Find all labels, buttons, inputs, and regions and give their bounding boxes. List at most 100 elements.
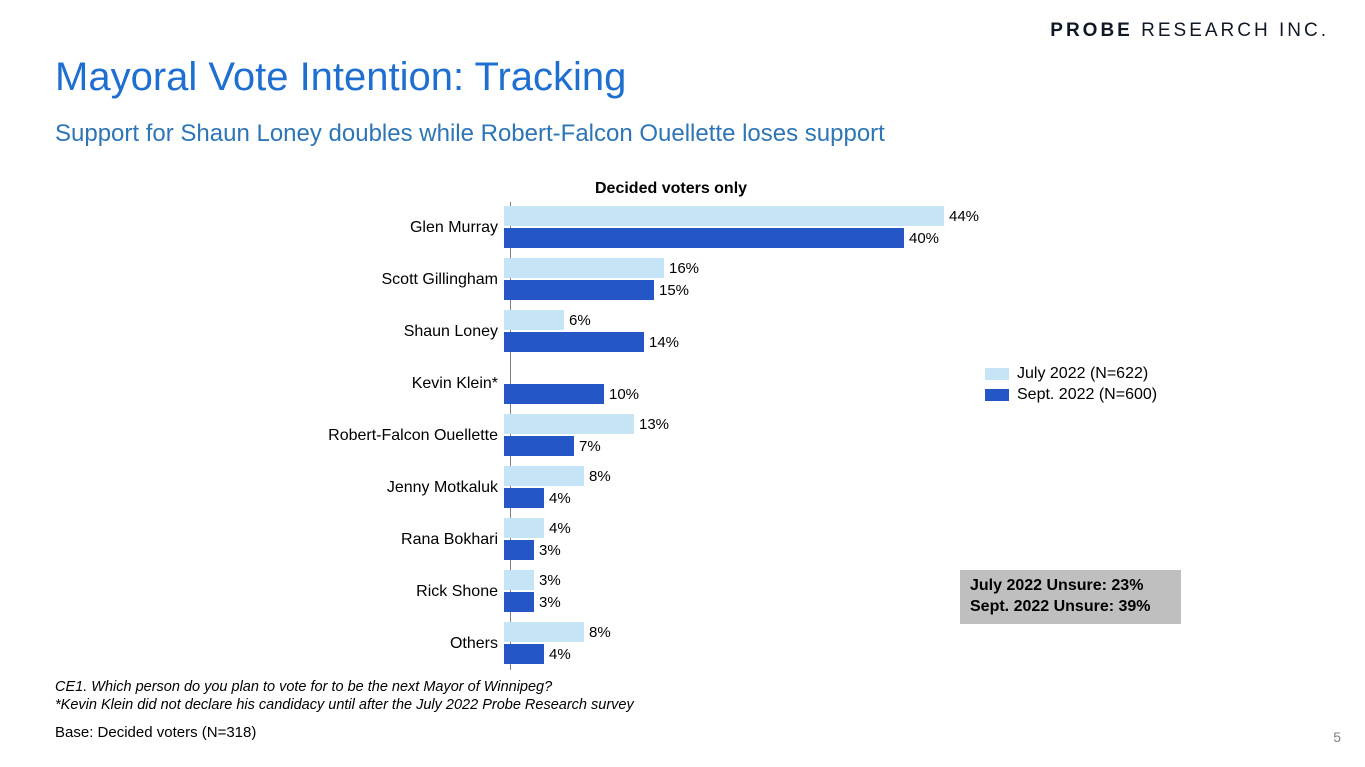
bar-value-label: 3% [539, 572, 561, 589]
bar-wrap: 4% [504, 643, 1010, 665]
bar [504, 570, 534, 590]
legend-swatch [985, 368, 1009, 380]
unsure-line-1: July 2022 Unsure: 23% [970, 576, 1151, 597]
chart-legend: July 2022 (N=622) Sept. 2022 (N=600) [985, 362, 1157, 407]
bar-value-label: 7% [579, 438, 601, 455]
bar-wrap: 7% [504, 435, 1010, 457]
bar-value-label: 3% [539, 542, 561, 559]
bar [504, 488, 544, 508]
unsure-callout: July 2022 Unsure: 23% Sept. 2022 Unsure:… [960, 570, 1181, 624]
bar [504, 436, 574, 456]
bar [504, 258, 664, 278]
bar-group: 4%3% [504, 514, 1010, 566]
bar-wrap: 13% [504, 413, 1010, 435]
bar-wrap [504, 361, 1010, 383]
bar-group: 8% 4% [504, 462, 1010, 514]
bar-wrap: 3% [504, 539, 1010, 561]
legend-label: Sept. 2022 (N=600) [1017, 386, 1157, 404]
vote-intention-chart: Glen Murray44%40%Scott Gillingham16%15%S… [310, 202, 1010, 670]
footnote-question: CE1. Which person do you plan to vote fo… [55, 679, 552, 695]
bar-wrap: 40% [504, 227, 1010, 249]
category-label: Kevin Klein* [310, 375, 504, 393]
bar-value-label: 40% [909, 230, 939, 247]
bar-value-label: 3% [539, 594, 561, 611]
logo-bold: PROBE [1050, 20, 1133, 41]
bar-wrap: 6% [504, 309, 1010, 331]
bar-wrap: 15% [504, 279, 1010, 301]
bar-wrap: 14% [504, 331, 1010, 353]
bar-group: 44% 40% [504, 202, 1010, 254]
bar-group: 6% 14% [504, 306, 1010, 358]
chart-row: Jenny Motkaluk 8% 4% [310, 462, 1010, 514]
legend-item: July 2022 (N=622) [985, 365, 1157, 383]
chart-row: Scott Gillingham16%15% [310, 254, 1010, 306]
legend-item: Sept. 2022 (N=600) [985, 386, 1157, 404]
bar [504, 414, 634, 434]
company-logo: PROBE RESEARCH INC. [1050, 20, 1329, 42]
footnote-base: Base: Decided voters (N=318) [55, 724, 256, 741]
chart-title: Decided voters only [595, 180, 747, 198]
legend-swatch [985, 389, 1009, 401]
bar-wrap: 4% [504, 517, 1010, 539]
chart-row: Others 8% 4% [310, 618, 1010, 670]
category-label: Rick Shone [310, 583, 504, 601]
bar [504, 540, 534, 560]
bar [504, 332, 644, 352]
bar [504, 228, 904, 248]
bar-value-label: 16% [669, 260, 699, 277]
chart-row: Glen Murray 44% 40% [310, 202, 1010, 254]
bar-group: 10% [504, 358, 1010, 410]
chart-row: Shaun Loney 6% 14% [310, 306, 1010, 358]
category-label: Rana Bokhari [310, 531, 504, 549]
category-label: Glen Murray [310, 219, 504, 237]
bar [504, 518, 544, 538]
bar [504, 622, 584, 642]
bar-wrap: 3% [504, 591, 1010, 613]
category-label: Jenny Motkaluk [310, 479, 504, 497]
page-title: Mayoral Vote Intention: Tracking [55, 55, 626, 100]
unsure-line-2: Sept. 2022 Unsure: 39% [970, 597, 1151, 618]
bar-wrap: 4% [504, 487, 1010, 509]
bar-value-label: 13% [639, 416, 669, 433]
category-label: Others [310, 635, 504, 653]
bar-wrap: 8% [504, 621, 1010, 643]
bar-value-label: 14% [649, 334, 679, 351]
footnote-klein: *Kevin Klein did not declare his candida… [55, 697, 634, 713]
bar-value-label: 6% [569, 312, 591, 329]
bar [504, 466, 584, 486]
category-label: Scott Gillingham [310, 271, 504, 289]
bar-group: 13% 7% [504, 410, 1010, 462]
page-subtitle: Support for Shaun Loney doubles while Ro… [55, 120, 885, 148]
bar-wrap: 44% [504, 205, 1010, 227]
bar-value-label: 8% [589, 468, 611, 485]
legend-label: July 2022 (N=622) [1017, 365, 1148, 383]
bar-value-label: 8% [589, 624, 611, 641]
bar-wrap: 8% [504, 465, 1010, 487]
bar-value-label: 10% [609, 386, 639, 403]
category-label: Shaun Loney [310, 323, 504, 341]
bar [504, 592, 534, 612]
bar-wrap: 16% [504, 257, 1010, 279]
logo-thin: RESEARCH INC. [1133, 20, 1329, 41]
bar-group: 16%15% [504, 254, 1010, 306]
chart-row: Robert-Falcon Ouellette 13% 7% [310, 410, 1010, 462]
bar-group: 3%3% [504, 566, 1010, 618]
bar-value-label: 4% [549, 646, 571, 663]
bar-value-label: 4% [549, 490, 571, 507]
bar-group: 8% 4% [504, 618, 1010, 670]
page-number: 5 [1333, 729, 1341, 745]
bar-value-label: 15% [659, 282, 689, 299]
bar-wrap: 3% [504, 569, 1010, 591]
bar-value-label: 4% [549, 520, 571, 537]
bar [504, 310, 564, 330]
bar [504, 384, 604, 404]
bar [504, 280, 654, 300]
chart-row: Kevin Klein* 10% [310, 358, 1010, 410]
bar-value-label: 44% [949, 208, 979, 225]
bar-wrap: 10% [504, 383, 1010, 405]
bar [504, 644, 544, 664]
category-label: Robert-Falcon Ouellette [310, 427, 504, 445]
chart-row: Rana Bokhari4%3% [310, 514, 1010, 566]
bar [504, 206, 944, 226]
chart-row: Rick Shone3%3% [310, 566, 1010, 618]
